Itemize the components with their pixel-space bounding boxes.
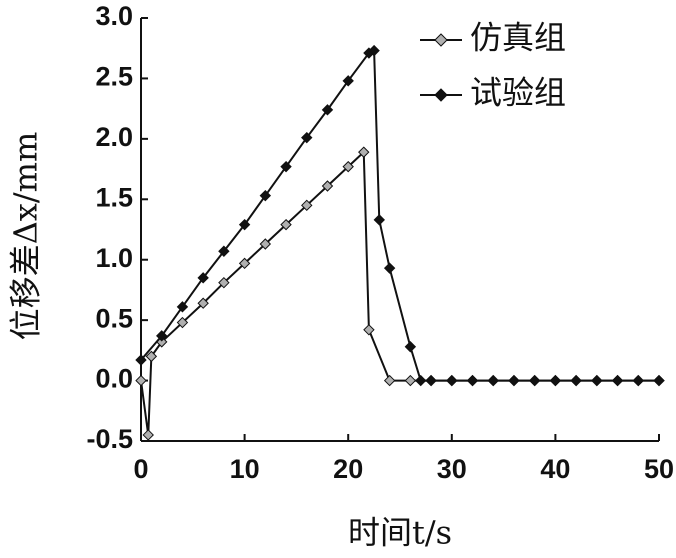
x-tick-label: 40	[540, 454, 570, 484]
marker	[197, 297, 209, 309]
marker	[156, 330, 168, 342]
marker	[176, 316, 189, 329]
marker	[425, 374, 437, 387]
marker	[342, 75, 354, 87]
marker	[135, 374, 147, 387]
marker	[358, 146, 370, 158]
marker	[280, 218, 292, 231]
marker	[238, 218, 251, 231]
x-tick-label: 0	[133, 454, 148, 484]
x-tick-label: 30	[437, 454, 467, 484]
marker	[197, 272, 209, 284]
marker	[368, 44, 380, 57]
marker	[528, 374, 541, 387]
marker	[508, 374, 520, 387]
marker	[570, 374, 582, 387]
marker	[383, 374, 396, 387]
legend-marker	[434, 33, 448, 47]
marker	[591, 374, 603, 387]
marker	[415, 374, 427, 387]
marker	[176, 301, 189, 313]
marker	[142, 429, 154, 441]
marker	[363, 324, 375, 336]
marker	[632, 374, 644, 387]
marker	[487, 374, 499, 387]
marker	[549, 374, 562, 387]
y-axis-title: 位移差Δx/mm	[7, 132, 45, 341]
marker	[404, 341, 417, 353]
marker	[259, 238, 272, 250]
x-axis-title: 时间t/s	[348, 514, 452, 552]
marker	[342, 160, 354, 173]
x-tick-label: 20	[333, 454, 363, 484]
legend-label: 试验组	[470, 74, 566, 112]
y-tick-label: 0.0	[95, 364, 133, 394]
marker	[259, 189, 272, 202]
y-tick-label: 2.0	[95, 122, 133, 152]
y-tick-label: -0.5	[86, 424, 133, 454]
y-tick-label: 3.0	[95, 1, 133, 31]
marker	[301, 131, 313, 144]
series-line	[140, 49, 659, 382]
y-tick-label: 2.5	[95, 62, 133, 92]
marker	[218, 245, 230, 257]
marker	[383, 262, 396, 274]
x-tick-label: 10	[230, 454, 260, 484]
marker	[301, 199, 313, 212]
marker	[145, 350, 158, 363]
marker	[135, 354, 147, 366]
marker	[611, 374, 624, 387]
marker	[218, 276, 230, 289]
legend-marker	[434, 88, 448, 102]
marker	[446, 374, 458, 387]
marker	[321, 104, 334, 116]
y-tick-label: 0.5	[95, 303, 133, 333]
marker	[466, 374, 479, 387]
y-tick-label: 1.5	[95, 182, 133, 212]
y-tick-label: 1.0	[95, 243, 133, 273]
x-tick-label: 50	[644, 454, 674, 484]
marker	[238, 257, 251, 270]
marker	[280, 160, 292, 173]
marker	[373, 214, 385, 226]
marker	[321, 180, 334, 192]
marker	[653, 374, 665, 387]
marker	[404, 374, 417, 387]
series-line	[140, 149, 659, 436]
legend-label: 仿真组	[470, 19, 566, 57]
